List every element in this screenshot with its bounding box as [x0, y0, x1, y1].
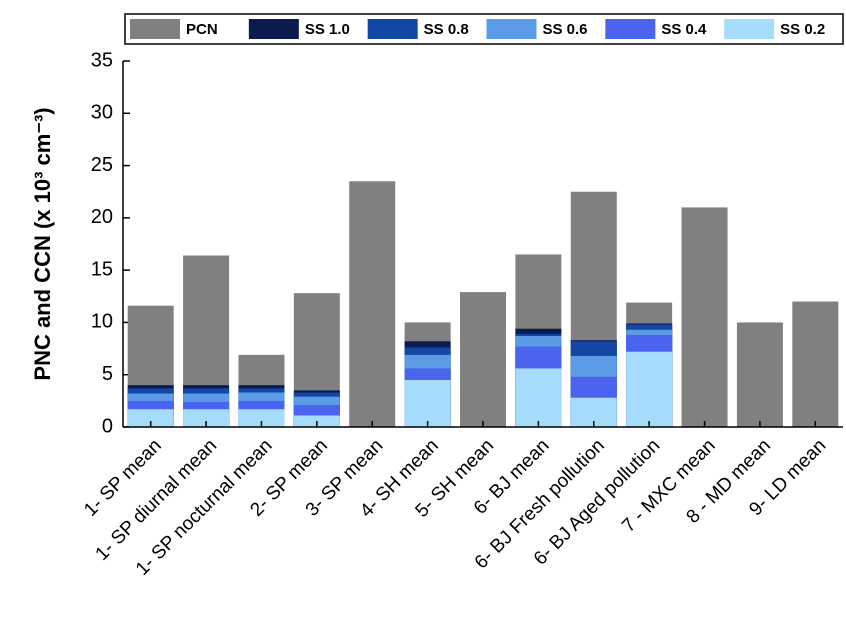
- legend-label: PCN: [186, 21, 218, 38]
- bar: [238, 409, 285, 427]
- legend-swatch: [367, 19, 418, 39]
- legend-swatch: [486, 19, 537, 39]
- legend-label: SS 0.4: [661, 21, 707, 38]
- legend-swatch: [130, 19, 180, 39]
- bar: [349, 181, 396, 427]
- legend-label: SS 0.2: [780, 21, 825, 38]
- legend-label: SS 0.6: [543, 21, 588, 38]
- y-tick-label: 15: [91, 258, 113, 280]
- bar: [183, 409, 230, 427]
- y-tick-label: 35: [91, 49, 113, 71]
- bar: [404, 379, 451, 427]
- y-tick-label: 20: [91, 206, 113, 228]
- y-axis-label: PNC and CCN (x 10³ cm⁻³): [30, 107, 55, 380]
- legend-swatch: [605, 19, 656, 39]
- bar: [736, 322, 783, 427]
- y-tick-label: 0: [102, 415, 113, 437]
- bar: [792, 301, 839, 427]
- y-tick-label: 10: [91, 311, 113, 333]
- bar: [127, 409, 174, 427]
- y-tick-label: 30: [91, 102, 113, 124]
- legend-swatch: [724, 19, 775, 39]
- bar: [681, 207, 728, 427]
- legend-swatch: [248, 19, 299, 39]
- y-tick-label: 5: [102, 363, 113, 385]
- bar: [626, 351, 673, 427]
- y-tick-label: 25: [91, 154, 113, 176]
- bar: [460, 292, 506, 427]
- bar: [515, 368, 562, 427]
- legend-box: [124, 13, 844, 45]
- legend-label: SS 0.8: [424, 21, 469, 38]
- legend-label: SS 1.0: [305, 21, 350, 38]
